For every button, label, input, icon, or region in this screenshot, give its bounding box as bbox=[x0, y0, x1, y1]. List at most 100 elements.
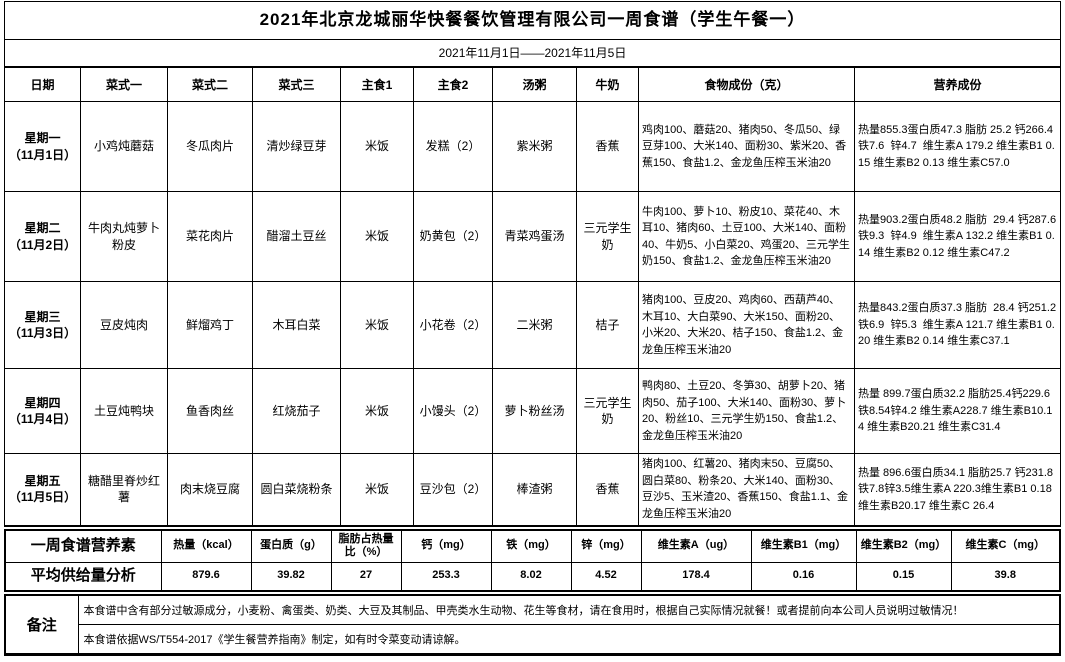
summary-value-vitamin-b1: 0.16 bbox=[750, 562, 857, 591]
summary-header-fat-ratio: 脂肪占热量比（%） bbox=[330, 529, 402, 563]
dish3-cell: 红烧茄子 bbox=[252, 368, 341, 454]
menu-row-wednesday: 星期三 （11月3日） 豆皮炖肉 鲜熘鸡丁 木耳白菜 米饭 小花卷（2） 二米粥… bbox=[4, 281, 1061, 369]
summary-header-iron: 铁（mg） bbox=[490, 529, 572, 563]
remarks-label: 备注 bbox=[4, 594, 79, 655]
summary-header-vitamin-c: 维生素C（mg） bbox=[950, 529, 1061, 563]
ingredients-cell: 鸡肉100、蘑菇20、猪肉50、冬瓜50、绿豆芽100、大米140、面粉30、紫… bbox=[638, 101, 855, 192]
soup-cell: 萝卜粉丝汤 bbox=[492, 368, 577, 454]
col-header-dish3: 菜式三 bbox=[252, 65, 341, 102]
summary-value-protein: 39.82 bbox=[250, 562, 332, 591]
staple2-cell: 豆沙包（2） bbox=[413, 453, 493, 527]
col-header-milk: 牛奶 bbox=[576, 65, 639, 102]
staple2-cell: 小馒头（2） bbox=[413, 368, 493, 454]
staple1-cell: 米饭 bbox=[340, 101, 414, 192]
staple1-cell: 米饭 bbox=[340, 191, 414, 282]
col-header-ingredients: 食物成份（克） bbox=[638, 65, 855, 102]
summary-value-vitamin-b2: 0.15 bbox=[855, 562, 952, 591]
summary-header-zinc: 锌（mg） bbox=[570, 529, 642, 563]
summary-row1-label: 一周食谱营养素 bbox=[4, 529, 162, 563]
summary-header-calcium: 钙（mg） bbox=[400, 529, 492, 563]
remark-line-standard: 本食谱依据WS/T554-2017《学生餐营养指南》制定，如有时令菜变动请谅解。 bbox=[77, 624, 1061, 655]
col-header-staple1: 主食1 bbox=[340, 65, 414, 102]
ingredients-cell: 鸭肉80、土豆20、冬笋30、胡萝卜20、猪肉50、茄子100、大米140、面粉… bbox=[638, 368, 855, 454]
remark-row: 本食谱依据WS/T554-2017《学生餐营养指南》制定，如有时令菜变动请谅解。 bbox=[5, 624, 1061, 655]
summary-value-vitamin-c: 39.8 bbox=[950, 562, 1061, 591]
milk-cell: 香蕉 bbox=[576, 453, 639, 527]
summary-value-calcium: 253.3 bbox=[400, 562, 492, 591]
dish3-cell: 醋溜土豆丝 bbox=[252, 191, 341, 282]
dish3-cell: 木耳白菜 bbox=[252, 281, 341, 369]
dish2-cell: 肉末烧豆腐 bbox=[167, 453, 253, 527]
day-cell: 星期二 （11月2日） bbox=[4, 191, 81, 282]
staple2-cell: 发糕（2） bbox=[413, 101, 493, 192]
milk-cell: 香蕉 bbox=[576, 101, 639, 192]
summary-header-row: 一周食谱营养素 热量（kcal） 蛋白质（g） 脂肪占热量比（%） 钙（mg） … bbox=[4, 529, 1061, 563]
nutrition-cell: 热量 899.7蛋白质32.2 脂肪25.4钙229.6铁8.54锌4.2 维生… bbox=[854, 368, 1061, 454]
col-header-staple2: 主食2 bbox=[413, 65, 493, 102]
menu-row-thursday: 星期四 （11月4日） 土豆炖鸭块 鱼香肉丝 红烧茄子 米饭 小馒头（2） 萝卜… bbox=[4, 368, 1061, 454]
soup-cell: 紫米粥 bbox=[492, 101, 577, 192]
menu-header-row: 日期 菜式一 菜式二 菜式三 主食1 主食2 汤粥 牛奶 食物成份（克） 营养成… bbox=[4, 65, 1061, 102]
dish1-cell: 小鸡炖蘑菇 bbox=[80, 101, 168, 192]
soup-cell: 二米粥 bbox=[492, 281, 577, 369]
day-cell: 星期三 （11月3日） bbox=[4, 281, 81, 369]
nutrition-cell: 热量855.3蛋白质47.3 脂肪 25.2 钙266.4 铁7.6 锌4.7 … bbox=[854, 101, 1061, 192]
dish3-cell: 清炒绿豆芽 bbox=[252, 101, 341, 192]
staple2-cell: 奶黄包（2） bbox=[413, 191, 493, 282]
nutrition-cell: 热量903.2蛋白质48.2 脂肪 29.4 钙287.6 铁9.3 锌4.9 … bbox=[854, 191, 1061, 282]
dish2-cell: 鱼香肉丝 bbox=[167, 368, 253, 454]
summary-value-iron: 8.02 bbox=[490, 562, 572, 591]
page-title: 2021年北京龙城丽华快餐餐饮管理有限公司一周食谱（学生午餐一） bbox=[4, 1, 1061, 40]
nutrition-cell: 热量843.2蛋白质37.3 脂肪 28.4 钙251.2 铁6.9 锌5.3 … bbox=[854, 281, 1061, 369]
menu-row-tuesday: 星期二 （11月2日） 牛肉丸炖萝卜粉皮 菜花肉片 醋溜土豆丝 米饭 奶黄包（2… bbox=[4, 191, 1061, 282]
dish1-cell: 土豆炖鸭块 bbox=[80, 368, 168, 454]
summary-value-vitamin-a: 178.4 bbox=[640, 562, 752, 591]
summary-value-zinc: 4.52 bbox=[570, 562, 642, 591]
day-cell: 星期四 （11月4日） bbox=[4, 368, 81, 454]
dish1-cell: 牛肉丸炖萝卜粉皮 bbox=[80, 191, 168, 282]
remark-row: 备注 本食谱中含有部分过敏源成分，小麦粉、禽蛋类、奶类、大豆及其制品、甲壳类水生… bbox=[4, 594, 1061, 655]
menu-row-friday: 星期五 （11月5日） 糖醋里脊炒红薯 肉末烧豆腐 圆白菜烧粉条 米饭 豆沙包（… bbox=[4, 453, 1061, 527]
milk-cell: 桔子 bbox=[576, 281, 639, 369]
summary-header-vitamin-b2: 维生素B2（mg） bbox=[855, 529, 952, 563]
menu-table: 2021年北京龙城丽华快餐餐饮管理有限公司一周食谱（学生午餐一） 2021年11… bbox=[4, 1, 1061, 527]
soup-cell: 青菜鸡蛋汤 bbox=[492, 191, 577, 282]
nutrition-cell: 热量 896.6蛋白质34.1 脂肪25.7 钙231.8铁7.8锌3.5维生素… bbox=[854, 453, 1061, 527]
dish1-cell: 豆皮炖肉 bbox=[80, 281, 168, 369]
summary-header-vitamin-b1: 维生素B1（mg） bbox=[750, 529, 857, 563]
ingredients-cell: 猪肉100、豆皮20、鸡肉60、西葫芦40、木耳10、大白菜90、大米150、面… bbox=[638, 281, 855, 369]
col-header-dish1: 菜式一 bbox=[80, 65, 168, 102]
summary-header-vitamin-a: 维生素A（ug） bbox=[640, 529, 752, 563]
summary-header-protein: 蛋白质（g） bbox=[250, 529, 332, 563]
menu-row-monday: 星期一 （11月1日） 小鸡炖蘑菇 冬瓜肉片 清炒绿豆芽 米饭 发糕（2） 紫米… bbox=[4, 101, 1061, 192]
summary-value-fat-ratio: 27 bbox=[330, 562, 402, 591]
summary-header-energy: 热量（kcal） bbox=[160, 529, 252, 563]
staple1-cell: 米饭 bbox=[340, 281, 414, 369]
milk-cell: 三元学生奶 bbox=[576, 191, 639, 282]
dish2-cell: 鲜熘鸡丁 bbox=[167, 281, 253, 369]
ingredients-cell: 猪肉100、红薯20、猪肉末50、豆腐50、圆白菜80、粉条20、大米140、面… bbox=[638, 453, 855, 527]
day-cell: 星期一 （11月1日） bbox=[4, 101, 81, 192]
staple2-cell: 小花卷（2） bbox=[413, 281, 493, 369]
dish2-cell: 菜花肉片 bbox=[167, 191, 253, 282]
summary-values-row: 平均供给量分析 879.6 39.82 27 253.3 8.02 4.52 1… bbox=[4, 562, 1061, 591]
summary-value-energy: 879.6 bbox=[160, 562, 252, 591]
staple1-cell: 米饭 bbox=[340, 368, 414, 454]
remark-line-allergen: 本食谱中含有部分过敏源成分，小麦粉、禽蛋类、奶类、大豆及其制品、甲壳类水生动物、… bbox=[77, 594, 1061, 625]
dish1-cell: 糖醋里脊炒红薯 bbox=[80, 453, 168, 527]
col-header-soup: 汤粥 bbox=[492, 65, 577, 102]
dish2-cell: 冬瓜肉片 bbox=[167, 101, 253, 192]
day-cell: 星期五 （11月5日） bbox=[4, 453, 81, 527]
soup-cell: 棒渣粥 bbox=[492, 453, 577, 527]
date-range: 2021年11月1日——2021年11月5日 bbox=[4, 39, 1061, 67]
ingredients-cell: 牛肉100、萝卜10、粉皮10、菜花40、木耳10、猪肉60、土豆100、大米1… bbox=[638, 191, 855, 282]
col-header-nutrition: 营养成份 bbox=[854, 65, 1061, 102]
remarks-table: 备注 本食谱中含有部分过敏源成分，小麦粉、禽蛋类、奶类、大豆及其制品、甲壳类水生… bbox=[4, 593, 1061, 656]
col-header-dish2: 菜式二 bbox=[167, 65, 253, 102]
col-header-date: 日期 bbox=[4, 65, 81, 102]
dish3-cell: 圆白菜烧粉条 bbox=[252, 453, 341, 527]
nutrient-summary-table: 一周食谱营养素 热量（kcal） 蛋白质（g） 脂肪占热量比（%） 钙（mg） … bbox=[4, 528, 1061, 592]
staple1-cell: 米饭 bbox=[340, 453, 414, 527]
milk-cell: 三元学生奶 bbox=[576, 368, 639, 454]
